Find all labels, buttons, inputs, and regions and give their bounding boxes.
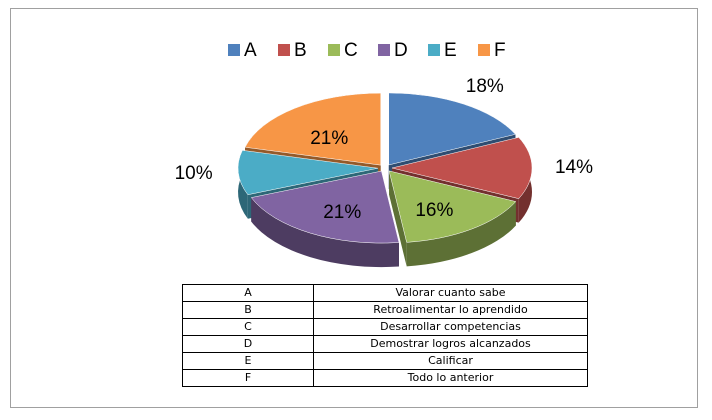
legend-label: B [294,40,307,61]
table-row: C Desarrollar competencias [182,318,588,336]
slice [250,170,400,244]
legend-swatch [228,44,240,56]
legend-swatch [278,44,290,56]
table-key: A [182,284,314,302]
slice-side [406,201,516,267]
legend-swatch [478,44,490,56]
legend-swatch [428,44,440,56]
table-description: Valorar cuanto sabe [313,284,588,302]
table-row: E Calificar [182,352,588,370]
table-key: F [182,369,314,387]
legend-label: D [394,40,408,61]
legend-table: A Valorar cuanto sabe B Retroalimentar lo a… [182,284,588,387]
table-description: Todo lo anterior [313,369,588,387]
table-key: E [182,352,314,370]
data-label: 10% [175,163,213,184]
slice [391,137,533,199]
table-description: Calificar [313,352,588,370]
slice [388,170,517,243]
data-label: 16% [415,200,453,221]
slice [388,92,516,166]
table-row: B Retroalimentar lo aprendido [182,301,588,319]
slice [244,92,381,166]
table-key: D [182,335,314,353]
table-description: Retroalimentar lo aprendido [313,301,588,319]
table-row: D Demostrar logros alcanzados [182,335,588,353]
table-description: Demostrar logros alcanzados [313,335,588,353]
legend-label: C [344,40,358,61]
legend-label: E [444,40,457,61]
chart-frame [10,8,698,408]
table-row: F Todo lo anterior [182,369,588,387]
legend-swatch [328,44,340,56]
table-row: A Valorar cuanto sabe [182,284,588,302]
table-key: C [182,318,314,336]
slice-side [389,170,407,267]
slice [237,150,379,196]
table-key: B [182,301,314,319]
table-description: Desarrollar competencias [313,318,588,336]
legend-label: F [494,40,506,61]
data-label: 14% [555,157,593,178]
legend-swatch [378,44,390,56]
data-label: 21% [323,202,361,223]
data-label: 18% [466,76,504,97]
slice-side [251,197,399,268]
data-label: 21% [310,128,348,149]
legend-label: A [244,40,257,61]
